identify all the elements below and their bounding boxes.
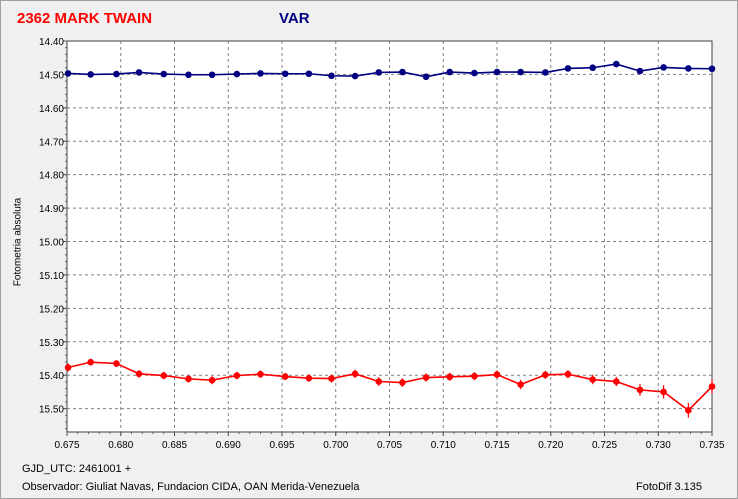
data-point [113,360,120,367]
data-point [685,406,692,414]
data-point [160,70,168,78]
x-tick-label: 0.735 [699,440,724,451]
data-series [64,60,716,418]
data-point [542,371,549,379]
y-tick-label: 14.90 [39,204,64,215]
data-point [471,69,478,77]
observer-label: Observador: Giuliat Navas, Fundacion CID… [22,481,360,493]
data-point [493,68,501,76]
data-point [233,70,241,78]
y-tick-label: 15.50 [39,405,64,416]
data-point [328,375,335,382]
grid-lines [67,41,712,432]
data-point [399,379,406,386]
data-point [685,65,692,72]
data-point [208,376,216,384]
data-point [493,371,501,378]
data-point [399,68,406,76]
data-point [375,378,383,385]
data-point [422,374,430,381]
x-tick-label: 0.730 [646,440,671,451]
data-point [446,373,454,381]
data-point [135,370,143,378]
x-axis-ticks: 0.675 0.680 0.685 0.690 0.695 0.700 0.705 0.710… [54,432,725,451]
y-tick-label: 15.30 [39,338,64,349]
y-tick-label: 14.50 [39,70,64,81]
data-point [160,372,168,379]
data-point [517,68,524,76]
data-point [281,70,289,78]
data-point [564,370,572,378]
data-point [446,68,454,76]
data-point [305,70,313,78]
x-tick-label: 0.685 [162,440,187,451]
data-point [305,374,313,382]
x-tick-label: 0.725 [592,440,617,451]
data-point [135,69,143,76]
data-point [589,64,596,72]
data-point [87,71,94,78]
software-version: FotoDif 3.135 [636,481,703,493]
star-title: 2362 MARK TWAIN [17,10,153,27]
gjd-label: GJD_UTC: 2461001 + [22,463,132,475]
data-point [589,376,596,383]
y-tick-label: 14.60 [39,104,64,115]
x-tick-label: 0.710 [431,440,456,451]
data-point [564,65,572,72]
x-tick-label: 0.690 [216,440,241,451]
x-tick-label: 0.675 [54,440,79,451]
series-line [68,63,713,78]
data-point [64,70,72,77]
series-var [64,60,716,81]
data-point [87,358,94,366]
y-tick-label: 14.70 [39,137,64,148]
data-point [64,364,72,371]
x-tick-label: 0.705 [377,440,402,451]
data-point [542,69,549,76]
series-red [64,358,716,418]
data-point [708,65,716,73]
data-point [351,72,359,80]
y-tick-label: 15.10 [39,271,64,282]
data-point [660,388,667,396]
data-point [422,73,430,81]
x-tick-label: 0.680 [108,440,133,451]
y-tick-label: 15.00 [39,238,64,249]
data-point [613,378,620,385]
data-point [208,71,216,79]
x-tick-label: 0.720 [538,440,563,451]
data-point [185,375,192,383]
data-point [517,381,524,388]
data-point [257,370,264,378]
data-point [636,67,644,75]
data-point [613,60,620,68]
data-point [708,383,716,390]
series-line [67,361,713,412]
data-point [375,69,383,76]
data-point [113,70,120,78]
data-point [660,64,667,71]
y-tick-label: 15.20 [39,304,64,315]
x-tick-label: 0.700 [323,440,348,451]
data-point [185,71,192,79]
y-tick-label: 14.40 [39,37,64,48]
data-point [281,373,289,380]
y-axis-ticks: 14.40 14.50 14.60 14.70 14.80 14.90 15.00 15.10… [39,37,67,430]
x-tick-label: 0.715 [484,440,509,451]
y-tick-label: 14.80 [39,171,64,182]
data-point [471,372,478,380]
x-tick-label: 0.695 [269,440,294,451]
data-point [351,370,359,378]
series-title: VAR [279,10,310,27]
data-point [328,72,335,80]
y-tick-label: 15.40 [39,371,64,382]
data-point [257,70,264,77]
data-point [636,386,644,394]
data-point [233,372,241,379]
